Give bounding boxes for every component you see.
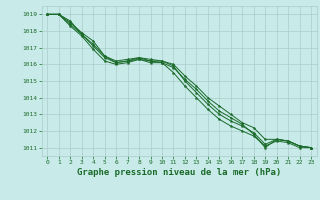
X-axis label: Graphe pression niveau de la mer (hPa): Graphe pression niveau de la mer (hPa) — [77, 168, 281, 177]
